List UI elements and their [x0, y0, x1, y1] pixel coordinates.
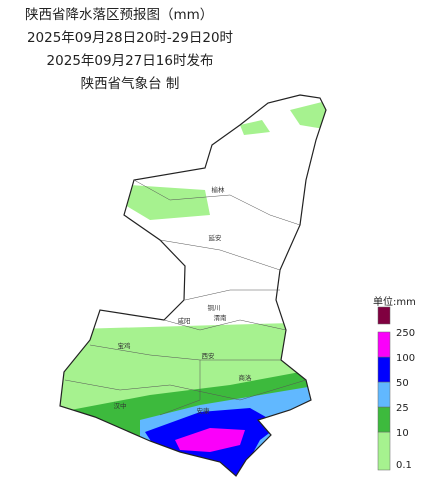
- legend-swatch: [377, 431, 391, 471]
- legend-unit: 单位:mm: [373, 295, 416, 308]
- title: 陕西省降水落区预报图（mm）: [25, 7, 213, 23]
- city-label: 延安: [209, 233, 223, 242]
- issued: 2025年09月27日16时发布: [47, 53, 214, 69]
- rain-area: [290, 100, 326, 130]
- city-label: 渭南: [214, 313, 228, 322]
- legend-label: 10: [396, 428, 409, 439]
- city-label: 咸阳: [178, 316, 191, 325]
- legend-label: 250: [396, 328, 415, 339]
- map: [59, 94, 327, 477]
- legend-swatch: [377, 381, 391, 408]
- legend-swatch: [377, 356, 391, 383]
- legend-label: 50: [396, 378, 409, 389]
- legend-label: 100: [396, 353, 415, 364]
- city-label: 安康: [197, 406, 211, 415]
- legend-label: 0.1: [396, 460, 412, 471]
- city-label: 宝鸡: [118, 341, 132, 350]
- city-label: 汉中: [114, 401, 127, 410]
- issuer: 陕西省气象台 制: [81, 76, 180, 92]
- legend-label: 25: [396, 403, 409, 414]
- city-label: 榆林: [212, 185, 226, 194]
- period: 2025年09月28日20时-29日20时: [27, 30, 233, 46]
- legend-swatch: [377, 331, 391, 358]
- rain-area: [125, 185, 210, 220]
- city-label: 铜川: [208, 303, 221, 312]
- rain-area: [175, 428, 245, 452]
- city-label: 商洛: [239, 373, 253, 382]
- legend-swatch: [377, 306, 391, 325]
- city-label: 西安: [202, 351, 216, 360]
- rain-area: [240, 120, 270, 135]
- legend-swatch: [377, 406, 391, 433]
